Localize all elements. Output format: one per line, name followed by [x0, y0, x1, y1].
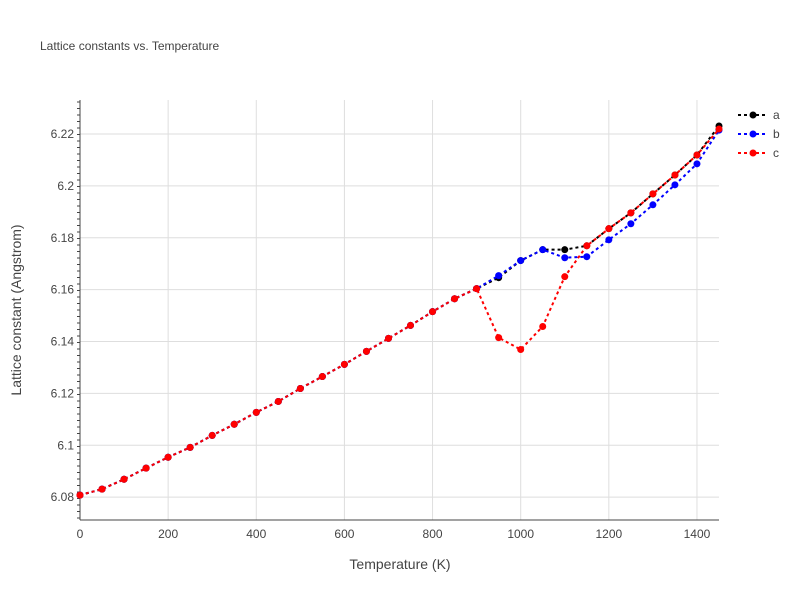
data-point-c [274, 397, 282, 405]
x-tick-label: 1400 [684, 527, 711, 541]
x-tick-label: 200 [158, 527, 178, 541]
x-tick-label: 0 [77, 527, 84, 541]
legend: abc [738, 108, 780, 160]
data-point-c [384, 334, 392, 342]
y-tick-label: 6.18 [51, 231, 75, 245]
data-point-b [583, 253, 591, 261]
y-tick-label: 6.08 [51, 490, 75, 504]
data-point-b [517, 257, 525, 265]
data-point-b [649, 201, 657, 209]
data-point-c [76, 491, 84, 499]
data-point-c [627, 209, 635, 217]
legend-label: a [773, 108, 780, 122]
data-point-c [451, 295, 459, 303]
data-point-c [671, 171, 679, 179]
legend-label: c [773, 146, 779, 160]
data-point-c [98, 485, 106, 493]
x-tick-label: 600 [334, 527, 354, 541]
data-point-c [120, 475, 128, 483]
data-point-b [671, 181, 679, 189]
legend-item-c: c [738, 146, 779, 160]
x-tick-label: 1000 [507, 527, 534, 541]
legend-marker [749, 149, 757, 157]
x-axis-label: Temperature (K) [349, 556, 450, 572]
x-ticks: 0 200 400 600 800 1000 1200 1400 [77, 527, 711, 541]
x-tick-label: 800 [423, 527, 443, 541]
data-point-c [208, 431, 216, 439]
series-line-a [79, 125, 720, 497]
y-tick-label: 6.16 [51, 283, 75, 297]
data-point-c [252, 408, 260, 416]
legend-item-b: b [738, 127, 780, 141]
data-point-c [561, 273, 569, 281]
series-a [76, 122, 723, 499]
legend-marker [749, 130, 757, 138]
data-point-c [318, 373, 326, 381]
data-point-c [407, 321, 415, 329]
y-ticks: 6.08 6.1 6.12 6.14 6.16 6.18 6.2 6.22 [51, 127, 75, 504]
y-axis-label: Lattice constant (Angstrom) [8, 224, 24, 395]
data-point-c [429, 308, 437, 316]
data-point-b [605, 236, 613, 244]
data-point-b [539, 246, 547, 254]
data-point-c [495, 334, 503, 342]
data-point-c [164, 453, 172, 461]
data-point-a [561, 246, 569, 254]
data-point-b [627, 220, 635, 228]
data-point-b [693, 160, 701, 168]
legend-item-a: a [738, 108, 780, 122]
data-point-c [362, 347, 370, 355]
series-group [76, 122, 723, 499]
data-point-c [186, 443, 194, 451]
y-tick-label: 6.2 [57, 179, 74, 193]
x-tick-label: 1200 [595, 527, 622, 541]
data-point-c [230, 420, 238, 428]
y-tick-label: 6.1 [57, 438, 74, 452]
data-point-c [715, 125, 723, 133]
y-tick-label: 6.14 [51, 335, 75, 349]
legend-marker [749, 111, 757, 119]
series-line-b [79, 129, 720, 497]
legend-label: b [773, 127, 780, 141]
y-tick-label: 6.12 [51, 386, 75, 400]
data-point-c [605, 225, 613, 233]
chart-title: Lattice constants vs. Temperature [40, 39, 220, 53]
series-line-c [79, 128, 720, 497]
data-point-c [693, 151, 701, 159]
data-point-c [340, 360, 348, 368]
data-point-b [561, 254, 569, 262]
data-point-c [539, 322, 547, 330]
data-point-c [583, 242, 591, 250]
data-point-c [517, 346, 525, 354]
data-point-c [473, 285, 481, 293]
data-point-c [649, 190, 657, 198]
series-c [76, 125, 723, 499]
data-point-c [296, 384, 304, 392]
series-b [76, 126, 723, 499]
grid [77, 100, 719, 521]
x-tick-label: 400 [246, 527, 266, 541]
data-point-c [142, 464, 150, 472]
y-tick-label: 6.22 [51, 127, 75, 141]
data-point-b [495, 272, 503, 280]
